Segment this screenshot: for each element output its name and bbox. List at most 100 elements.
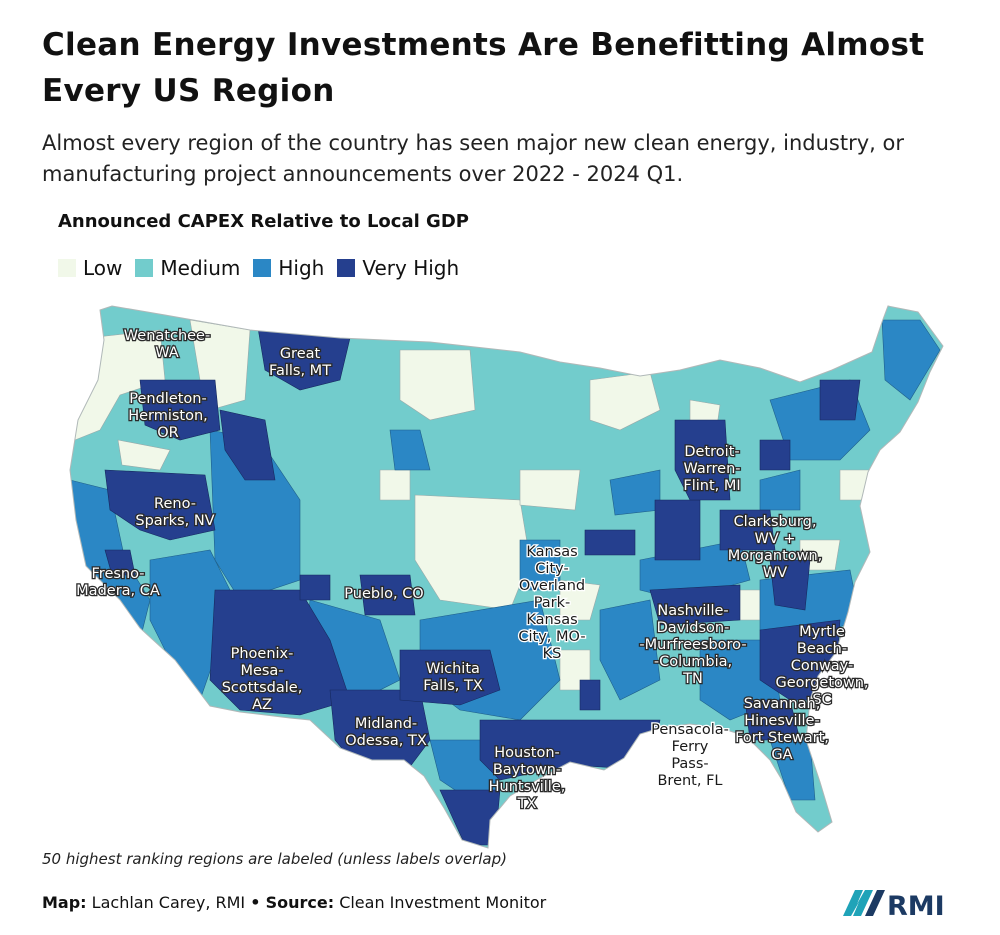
map-label: Myrtle Beach-Conway-Georgetown, SC	[775, 624, 868, 708]
map-label-line: Warren-	[684, 461, 741, 477]
map-label-line: Davidson-	[657, 620, 730, 636]
region-vh-tennessee	[649, 584, 741, 626]
map-labels: Wenatchee-WA Great Falls, MT Pendleton-Herm…	[75, 327, 870, 814]
map-label-line: City-	[535, 561, 568, 577]
map-label: Wenatchee-WA	[124, 328, 210, 361]
map-label-line: Hermiston,	[128, 408, 208, 424]
region-vh-idaho-falls	[219, 409, 276, 481]
us-region-map: Wenatchee-WA Great Falls, MT Pendleton-Herm…	[69, 305, 944, 849]
map-label-line: Kansas	[526, 612, 577, 628]
region-low-dakota	[399, 349, 476, 421]
legend-swatch-very-high	[337, 259, 356, 277]
map-label-line: Reno-	[154, 496, 196, 512]
map-label-line: Savannah,	[744, 696, 821, 712]
map-label-line: SC	[812, 692, 831, 708]
regions-low	[70, 319, 871, 761]
map-label-line: Huntsville,	[489, 779, 566, 795]
map-label-line: Morgantown,	[728, 548, 823, 564]
rmi-logo-mark-dark	[865, 890, 885, 916]
credit-separator: •	[250, 893, 261, 912]
map-label-line: Flint, MI	[683, 478, 740, 494]
map-label-line: AZ	[252, 697, 272, 713]
rmi-logo-mark	[843, 890, 873, 916]
map-label-line: Beach-	[797, 641, 847, 657]
legend-item-medium: Medium	[135, 256, 240, 280]
legend-swatch-high	[253, 259, 272, 277]
map-label-line: Houston-	[494, 745, 560, 761]
region-vh-savannah	[744, 699, 801, 741]
map-label-line: Great	[280, 346, 321, 362]
map-label-line: Phoenix-	[231, 646, 294, 662]
map-label: Reno-Sparks, NV	[135, 496, 214, 529]
region-vh-pueblo	[359, 574, 416, 616]
credit-source-label: Source:	[265, 893, 335, 912]
map-label: Houston-Baytown-Huntsville, TX	[489, 745, 566, 812]
map-label: Pensacola-Ferry Pass-Brent, FL	[651, 722, 729, 789]
map-label-line: Madera, CA	[76, 583, 160, 599]
region-high-colorado	[389, 429, 431, 471]
region-low-new-england	[839, 469, 871, 501]
map-label-line: Georgetown,	[775, 675, 868, 691]
map-label-line: Odessa, TX	[345, 733, 427, 749]
map-label-line: Falls, TX	[423, 678, 483, 694]
map-label-line: Hinesville-	[744, 713, 819, 729]
map-label-line: Park-	[534, 595, 571, 611]
region-low-oregon	[117, 439, 171, 471]
map-label-line: Falls, MT	[269, 363, 331, 379]
region-vh-fresno	[104, 549, 136, 576]
map-label: Clarksburg, WV + Morgantown, WV	[728, 514, 823, 581]
map-label-line: Nashville-	[657, 603, 728, 619]
map-label-line: Midland-	[355, 716, 417, 732]
legend-label-very-high: Very High	[362, 256, 460, 280]
legend-label-high: High	[278, 256, 325, 280]
region-vh-reno	[104, 469, 216, 541]
region-high-kansas	[519, 539, 561, 591]
legend-swatch-low	[58, 259, 76, 277]
legend-item-low: Low	[58, 256, 122, 280]
region-vh-ohio	[759, 439, 791, 471]
map-label-line: Kansas	[526, 544, 577, 560]
map-label-line: TX	[517, 796, 537, 812]
region-high-mississippi	[599, 599, 661, 701]
region-high-pennsylvania	[759, 469, 801, 511]
region-vh-wv	[719, 509, 776, 551]
map-label-line: Clarksburg,	[734, 514, 817, 530]
map-label-line: Pendleton-	[129, 391, 206, 407]
region-vh-virginia	[769, 559, 811, 611]
region-low-iowa	[519, 469, 581, 511]
map-label-line: Scottsdale,	[222, 680, 303, 696]
legend-title: Announced CAPEX Relative to Local GDP	[58, 211, 469, 232]
region-vh-indiana	[654, 499, 701, 561]
map-label: Phoenix-Mesa-Scottsdale, AZ	[222, 646, 303, 713]
map-label: Fresno-Madera, CA	[76, 566, 160, 599]
region-vh-new-england	[819, 379, 861, 421]
chart-title: Clean Energy Investments Are Benefitting…	[42, 27, 925, 109]
us-outline	[69, 305, 944, 849]
legend-swatch-medium	[135, 259, 154, 277]
map-label-line: Overland	[519, 578, 585, 594]
map-label: Pueblo, CO	[344, 586, 423, 602]
credit-source-value: Clean Investment Monitor	[339, 893, 547, 912]
map-label: Pendleton-Hermiston, OR	[128, 391, 208, 441]
credit-map-label: Map:	[42, 893, 87, 912]
map-label-line: Pueblo, CO	[344, 586, 423, 602]
legend-label-medium: Medium	[160, 256, 241, 280]
region-low-wyoming	[379, 469, 411, 501]
map-label: Detroit-Warren-Flint, MI	[683, 444, 740, 494]
map-label-line: Fresno-	[92, 566, 145, 582]
legend: Low Medium High Very High	[58, 256, 472, 280]
map-label-line: Myrtle	[799, 624, 845, 640]
map-label-line: TN	[682, 671, 703, 687]
region-vh-illinois	[584, 529, 636, 556]
map-label-line: Wenatchee-	[124, 328, 210, 344]
map-label: Midland-Odessa, TX	[345, 716, 427, 749]
map-label: Savannah, Hinesville-Fort Stewart, GA	[735, 696, 829, 763]
map-label-line: Ferry	[672, 739, 709, 755]
map-label-line: Baytown-	[493, 762, 561, 778]
region-high-maine	[881, 319, 941, 401]
map-label-line: Pensacola-	[651, 722, 729, 738]
footnote: 50 highest ranking regions are labeled (…	[42, 850, 507, 868]
map-label-line: OR	[157, 425, 179, 441]
rmi-logo-text: RMI	[887, 891, 945, 920]
region-vh-nevada-ne	[299, 574, 331, 601]
